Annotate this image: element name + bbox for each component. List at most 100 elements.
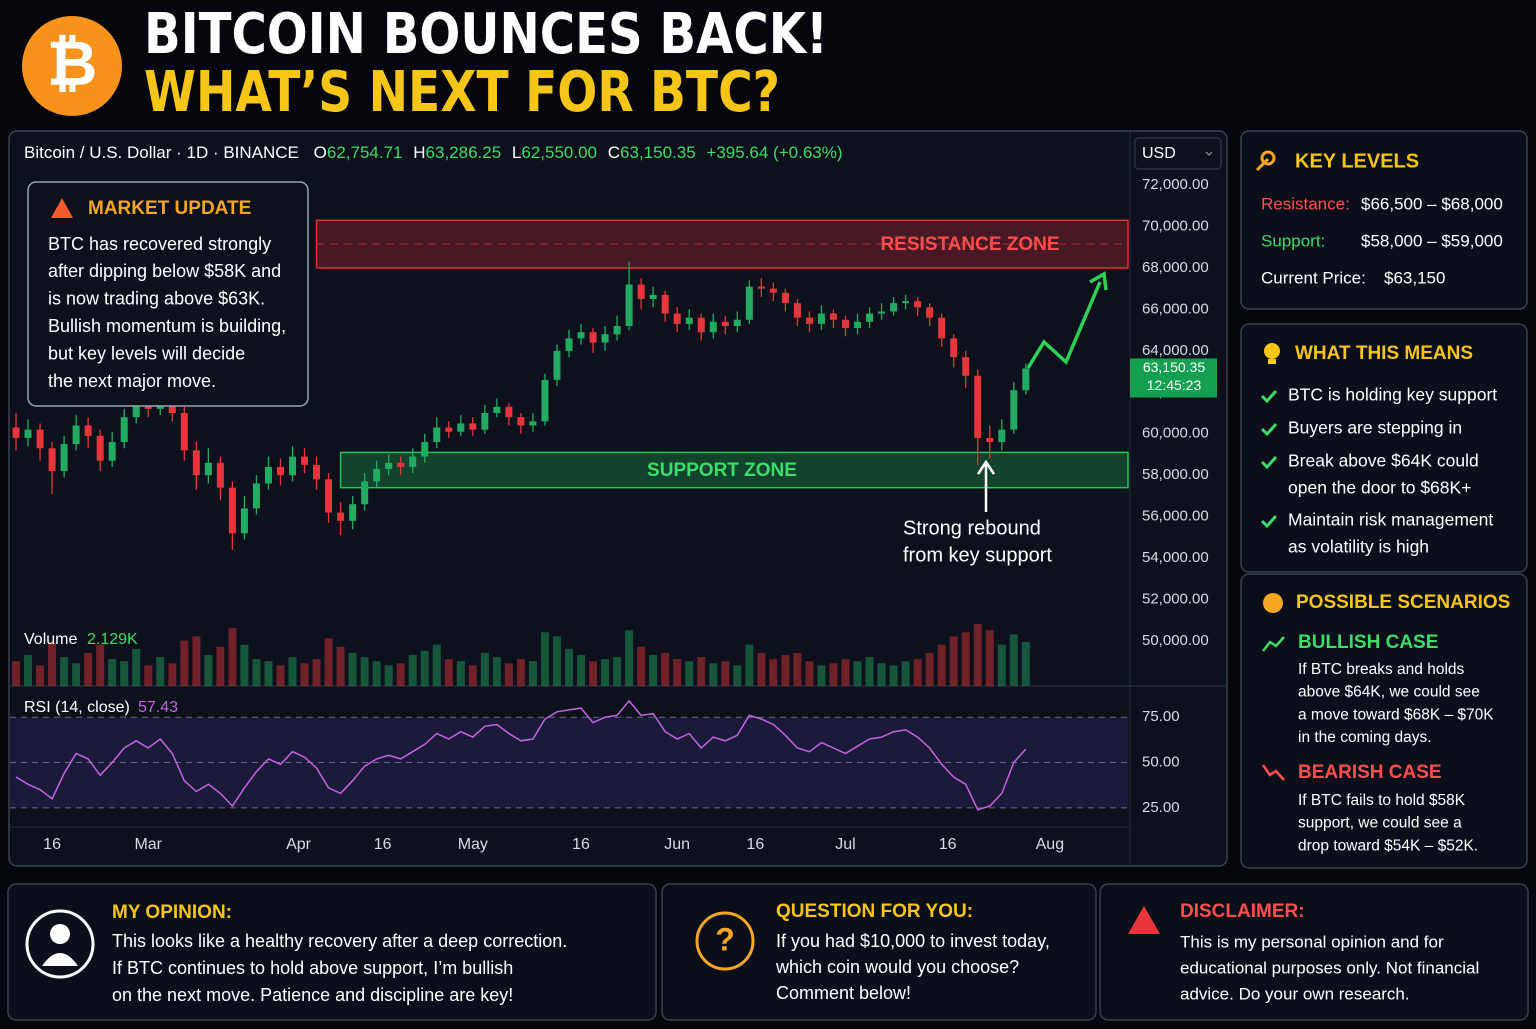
currency[interactable]: USD	[1142, 145, 1176, 162]
candle-body	[276, 466, 284, 476]
annotation: from key support	[903, 544, 1052, 566]
zone-label: RESISTANCE ZONE	[880, 234, 1059, 255]
candle-body	[349, 504, 357, 521]
volume-bar	[384, 665, 393, 686]
volume-bar	[372, 661, 381, 686]
bullish-line: a move toward $68K – $70K	[1298, 706, 1494, 723]
meaning-item: Maintain risk management	[1288, 510, 1493, 530]
y-tick-label: 70,000.00	[1142, 217, 1209, 234]
ohlc-key: O	[314, 143, 327, 162]
volume-bar	[240, 644, 249, 686]
candle-body	[505, 406, 513, 418]
volume-bar	[516, 659, 525, 686]
volume-bar	[204, 655, 213, 686]
market-update-line: is now trading above $63K.	[48, 289, 265, 309]
volume-bar	[565, 648, 573, 686]
y-tick-label: 66,000.00	[1142, 300, 1209, 317]
symbol: Bitcoin / U.S. Dollar · 1D · BINANCE	[24, 143, 299, 162]
title-line-2: WHAT’S NEXT FOR BTC?	[144, 60, 780, 125]
meaning-item: Buyers are stepping in	[1288, 418, 1462, 438]
volume-bar	[108, 659, 117, 686]
ohlc-value: 62,754.71	[327, 143, 403, 162]
candle-body	[36, 429, 44, 449]
bullish-title: BULLISH CASE	[1298, 632, 1438, 653]
y-tick-label: 54,000.00	[1142, 549, 1209, 566]
rsi-value: 57.43	[138, 699, 178, 716]
volume-bar	[552, 636, 561, 686]
x-tick-label: Aug	[1036, 836, 1064, 853]
volume-bar	[288, 657, 297, 686]
market-update-line: but key levels will decide	[48, 343, 245, 363]
candle-body	[709, 321, 717, 333]
candle-body	[866, 313, 874, 322]
meaning-list: BTC is holding key support Buyers are ste…	[1260, 385, 1497, 557]
bearish-icon	[1261, 764, 1285, 781]
candle-body	[301, 456, 309, 465]
volume-bar	[540, 632, 549, 686]
volume-bar	[853, 661, 862, 686]
volume-bar	[168, 663, 177, 686]
disclaimer-box	[1099, 883, 1529, 1021]
candle-body	[685, 317, 693, 324]
opinion-box	[7, 883, 657, 1021]
candle-body	[649, 294, 657, 300]
currency-box[interactable]	[1134, 137, 1222, 170]
opinion-title: MY OPINION:	[112, 902, 232, 923]
volume-bar	[913, 659, 922, 686]
question-line: which coin would you choose?	[775, 957, 1019, 977]
x-tick-label: Apr	[286, 836, 312, 853]
x-tick-label: Jul	[835, 836, 855, 853]
currency-select[interactable]: USD	[1134, 137, 1222, 170]
volume-bar	[997, 644, 1006, 686]
check-icon	[1260, 422, 1278, 437]
rsi-band	[10, 717, 1128, 808]
candle-body	[805, 317, 813, 324]
candle-body	[769, 288, 777, 293]
volume-bar	[348, 652, 357, 686]
candle-body	[577, 332, 585, 339]
rsi-tick-label: 75.00	[1142, 708, 1180, 725]
volume-bar	[408, 655, 417, 686]
bullish-line: in the coming days.	[1298, 729, 1432, 746]
volume-bar	[216, 646, 225, 686]
volume-bar	[312, 659, 321, 686]
candle-body	[733, 319, 741, 326]
volume-bar	[192, 636, 201, 686]
rsi-tick-label: 25.00	[1142, 799, 1180, 816]
volume-bar	[589, 661, 598, 686]
volume-bar	[769, 659, 778, 686]
volume-bar	[649, 655, 658, 686]
market-update-box	[27, 181, 309, 407]
volume-bar	[24, 655, 33, 686]
candle-body	[72, 425, 80, 445]
rsi-label: RSI (14, close)	[24, 699, 130, 716]
title-line-1: BITCOIN BOUNCES BACK!	[144, 2, 828, 67]
volume-bar	[925, 652, 934, 686]
volume-bar	[673, 659, 682, 686]
disclaimer-title: DISCLAIMER:	[1180, 901, 1305, 922]
candle-body	[926, 307, 934, 318]
scenario-text: If BTC breaks and holds above $64K, we co…	[1298, 661, 1494, 854]
chart: 50,000.00 52,000.00 54,000.00 56,000.00 58,0…	[10, 176, 1217, 853]
price-tag-value: 63,150.35	[1143, 359, 1205, 375]
candle-body	[890, 303, 898, 312]
candle-body	[613, 325, 621, 335]
candle-body	[817, 313, 825, 324]
warning-icon	[1128, 906, 1160, 934]
volume-bar	[456, 661, 465, 686]
volume-bar	[877, 663, 886, 686]
volume-bar	[577, 655, 586, 686]
level-value: $63,150	[1384, 268, 1445, 287]
level-value: $58,000 – $59,000	[1361, 231, 1503, 250]
bearish-line: drop toward $54K – $52K.	[1298, 837, 1478, 854]
x-tick-label: May	[458, 836, 488, 853]
volume-bar	[685, 661, 694, 686]
candle-body	[180, 413, 188, 451]
volume-bar	[985, 630, 994, 686]
scenario-icon	[1263, 593, 1283, 613]
projection-arrowhead	[1089, 271, 1108, 291]
volume-bar	[817, 665, 826, 686]
question-line: If you had $10,000 to invest today,	[776, 931, 1050, 951]
question-line: Comment below!	[776, 983, 911, 1003]
candle-body	[721, 321, 729, 326]
